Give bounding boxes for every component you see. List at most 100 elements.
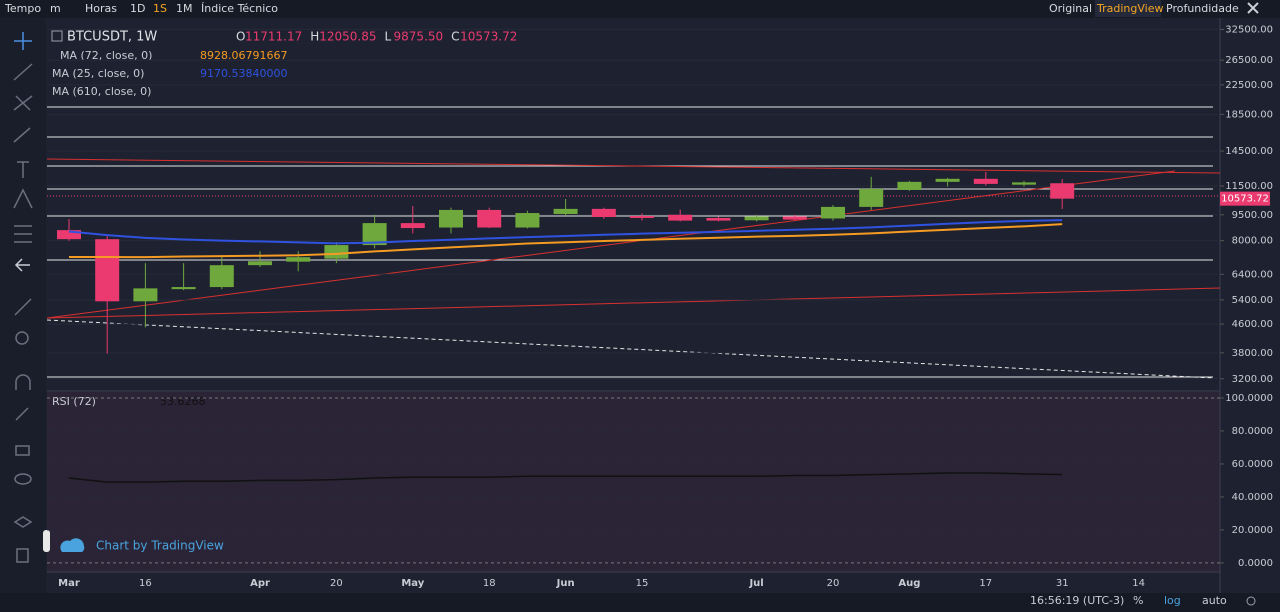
sidebar [0,18,46,612]
candle-body [782,216,807,220]
trend-line [46,319,1214,379]
candle-body [1050,183,1075,199]
x-tick-label: 20 [827,578,840,589]
drawings [46,106,1221,379]
x-tick-label: 17 [979,578,992,589]
indicator-legend: MA (610, close, 0) [52,85,151,98]
toolbar-item[interactable]: Horas [85,2,117,15]
candle-body [744,216,769,221]
indicator-value: 8928.06791667 [200,49,287,62]
symbol: BTCUSDT, 1W [67,30,157,45]
candle-body [439,209,463,228]
candle-body [668,214,693,221]
x-tick-label: 16 [139,578,152,589]
y-tick-label: 26500.00 [1225,55,1273,66]
rsi-pane [47,392,1220,572]
candle-body [248,261,272,266]
candle-body [553,208,578,214]
y-tick-label: 80.0000 [1232,426,1273,437]
settings-icon[interactable] [1246,596,1256,606]
y-tick-label: 3800.00 [1232,348,1273,359]
candle-body [286,257,311,262]
tool-icons [13,32,33,563]
status-toggle[interactable]: log [1164,594,1181,607]
candle-body [400,223,425,229]
candle-body [209,265,234,288]
x-tick-label: 31 [1056,578,1069,589]
indicator-legend: RSI (72) [52,395,96,408]
status-bar [0,593,1280,612]
y-tick-label: 20.0000 [1232,525,1273,536]
toolbar-item[interactable]: 1M [176,2,193,15]
candle-body [515,213,540,228]
status-toggle[interactable]: % [1133,594,1143,607]
status-toggle[interactable]: auto [1202,594,1227,607]
toolbar [0,0,1280,18]
y-tick-label: 14500.00 [1225,146,1273,157]
scroll-handle[interactable] [43,530,50,552]
indicator-value: 9170.53840000 [200,67,287,80]
candle-body [859,188,884,207]
y-tick-label: 60.0000 [1232,459,1273,470]
trend-line [46,158,1221,174]
ohlc-key: H [310,30,319,44]
y-tick-label: 6400.00 [1232,269,1273,280]
candle-body [591,208,616,218]
y-tick-label: 9500.00 [1232,210,1273,221]
x-tick-label: Apr [250,578,270,589]
x-tick-label: 15 [636,578,649,589]
clock: 16:56:19 (UTC-3) [1030,594,1124,607]
candle-body [171,287,196,290]
ohlc-value: 11711.17 [245,30,302,44]
toolbar-item[interactable]: Original [1049,2,1092,15]
indicator-legend: MA (25, close, 0) [52,67,144,80]
ohlc-value: 9875.50 [394,30,444,44]
candle-body [897,181,922,190]
candle-body [57,230,81,240]
ohlc-key: L [385,30,392,44]
candle-body [630,216,654,218]
toolbar-item[interactable]: TradingView [1096,2,1163,15]
y-tick-label: 5400.00 [1232,295,1273,306]
candle-body [1012,182,1036,185]
ohlc-key: C [451,30,459,44]
active-tab-bg [1095,0,1161,17]
watermark[interactable]: Chart by TradingView [96,539,224,553]
ohlc-value: 12050.85 [319,30,376,44]
candle-body [362,223,387,246]
candle-body [477,209,502,228]
x-tick-label: Jul [748,578,763,589]
x-tick-label: 14 [1132,578,1145,589]
collapse-box[interactable] [51,30,63,42]
y-tick-label: 40.0000 [1232,492,1273,503]
candle-body [935,178,960,182]
indicator-legend: MA (72, close, 0) [60,49,152,62]
line [68,219,1063,245]
line [69,223,1063,259]
y-tick-label: 100.0000 [1225,393,1273,404]
x-tick-label: Jun [556,578,575,589]
ohlc-key: O [236,30,245,44]
candle-body [133,288,158,302]
toolbar-item[interactable]: Profundidade [1166,2,1239,15]
x-tick-label: Aug [898,578,920,589]
price-tag [1220,191,1270,206]
toolbar-item[interactable]: Tempo [4,2,41,15]
toolbar-item[interactable]: Índice Técnico [201,2,278,15]
candle-body [706,217,731,221]
toolbar-item[interactable]: m [50,2,61,15]
toolbar-item[interactable]: 1S [153,2,167,15]
x-tick-label: 18 [483,578,496,589]
logo [60,538,85,552]
y-tick-label: 11500.00 [1225,181,1273,192]
x-tick-label: Mar [58,578,80,589]
y-tick-label: 8000.00 [1232,236,1273,247]
candle-body [324,245,349,259]
y-tick-label: 22500.00 [1225,80,1273,91]
y-tick-label: 4600.00 [1232,319,1273,330]
fullscreen-icon[interactable] [1247,2,1259,14]
line [68,472,1063,483]
x-tick-label: 20 [330,578,343,589]
toolbar-item[interactable]: 1D [130,2,145,15]
candle-body [95,239,120,302]
